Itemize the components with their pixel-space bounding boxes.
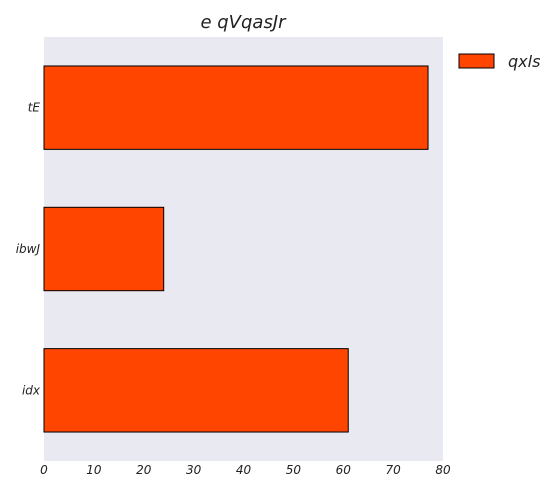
legend-label: qxls xyxy=(508,52,540,71)
bar-tE xyxy=(43,65,429,150)
x-tick-label: 80 xyxy=(435,463,451,477)
x-tick-label: 50 xyxy=(286,463,302,477)
x-tick-label: 60 xyxy=(336,463,352,477)
bar-ibwJ xyxy=(43,206,165,292)
y-tick-label: tE xyxy=(28,101,41,115)
x-tick-label: 0 xyxy=(40,463,48,477)
legend: qxls xyxy=(458,52,540,71)
chart-title: e qVqasJr xyxy=(200,12,287,33)
x-tick-label: 10 xyxy=(86,463,102,477)
y-tick-label: ibwJ xyxy=(16,242,41,256)
legend-swatch xyxy=(458,53,495,69)
x-tick-label: 20 xyxy=(136,463,152,477)
x-tick-label: 70 xyxy=(385,463,401,477)
y-tick-label: idx xyxy=(22,383,41,397)
x-tick-label: 40 xyxy=(236,463,252,477)
x-tick-label: 30 xyxy=(186,463,202,477)
bar-idx xyxy=(43,348,349,433)
